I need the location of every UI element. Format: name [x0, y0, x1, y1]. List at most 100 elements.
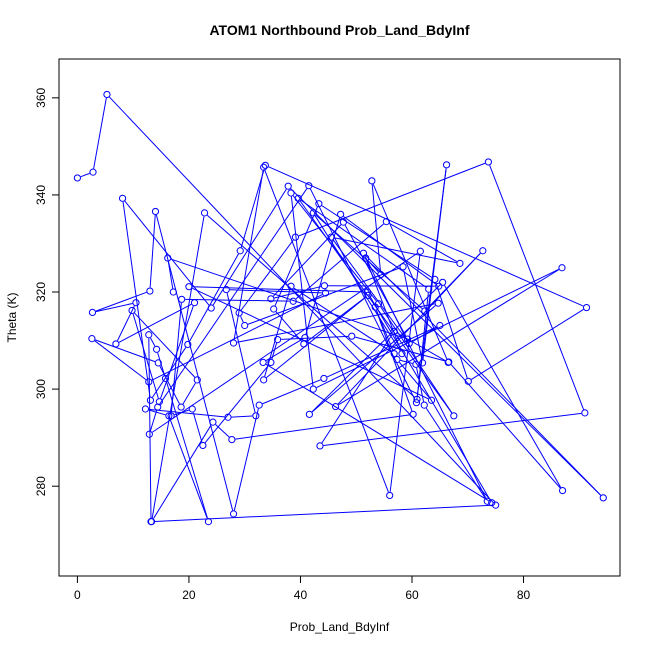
- x-axis-label: Prob_Land_BdyInf: [290, 620, 390, 634]
- series-line-segment: [471, 309, 584, 380]
- data-point: [305, 182, 313, 190]
- data-point: [320, 374, 328, 383]
- series-line-segment: [425, 407, 486, 499]
- data-point: [228, 435, 236, 444]
- data-point: [368, 177, 376, 185]
- series-line-segment: [314, 215, 401, 351]
- chart-title: ATOM1 Northbound Prob_Land_BdyInf: [209, 22, 469, 38]
- data-point: [321, 289, 330, 297]
- series-line-segment: [264, 170, 389, 493]
- data-point: [178, 295, 186, 303]
- data-point: [301, 334, 309, 342]
- series-line-segment: [240, 315, 244, 323]
- data-point: [398, 350, 406, 358]
- data-point: [305, 410, 313, 418]
- series-line-segment: [148, 338, 152, 519]
- data-point: [161, 374, 170, 383]
- data-point: [154, 403, 162, 411]
- series-line-segment: [371, 184, 381, 272]
- series-line-segment: [149, 214, 156, 288]
- series-line-segment: [170, 258, 405, 339]
- data-point: [483, 497, 491, 505]
- series-line-segment: [191, 287, 429, 400]
- data-point: [145, 331, 153, 339]
- series-line-segment: [338, 269, 560, 406]
- series-line-segment: [148, 409, 166, 416]
- data-point: [413, 395, 421, 403]
- series-line-segment: [450, 364, 561, 489]
- data-point: [377, 270, 385, 279]
- data-point: [229, 510, 238, 518]
- series-line-segment: [334, 237, 457, 264]
- data-point: [165, 412, 173, 420]
- data-point: [439, 278, 447, 286]
- data-point: [274, 335, 282, 344]
- data-point: [425, 285, 433, 293]
- y-axis: 280 300 320 340 360: [34, 88, 60, 496]
- series-line-segment: [185, 298, 290, 302]
- series-line-segment: [192, 286, 364, 293]
- series-line-segment: [403, 270, 423, 360]
- data-point: [199, 441, 207, 450]
- data-point: [315, 200, 323, 208]
- data-point: [403, 335, 412, 343]
- data-point: [339, 218, 348, 226]
- data-point: [88, 308, 97, 317]
- data-point: [229, 339, 238, 347]
- x-tick-label: 0: [74, 588, 81, 602]
- series-line-segment: [233, 408, 259, 511]
- data-point: [73, 174, 82, 182]
- data-point: [88, 335, 96, 343]
- data-point: [456, 259, 464, 267]
- series-line-segment: [167, 261, 174, 289]
- data-point: [371, 303, 379, 311]
- data-point: [151, 207, 160, 216]
- series-line-segment: [300, 199, 427, 288]
- data-point: [145, 378, 153, 386]
- plot-layer: [73, 90, 607, 526]
- data-point: [209, 418, 217, 426]
- series-line-segment: [281, 335, 349, 340]
- data-point: [316, 442, 324, 450]
- data-point: [177, 403, 185, 411]
- series-line-segment: [265, 339, 303, 362]
- data-point: [112, 340, 120, 348]
- series-line-segment: [235, 414, 410, 440]
- data-point: [320, 282, 329, 290]
- series-line-segment: [298, 162, 486, 237]
- series-line-segment: [149, 410, 158, 431]
- series-line-segment: [489, 165, 585, 410]
- data-point: [200, 209, 209, 217]
- series-line-segment: [233, 170, 264, 340]
- data-point: [464, 377, 472, 385]
- data-point: [492, 501, 500, 509]
- data-point: [154, 359, 162, 367]
- series-line-segment: [192, 412, 203, 443]
- data-point: [146, 287, 154, 295]
- data-point: [331, 402, 340, 411]
- data-point: [267, 295, 275, 303]
- series-line-segment: [293, 287, 392, 353]
- series-line-segment: [152, 347, 187, 398]
- data-point: [359, 249, 368, 257]
- data-point: [405, 339, 413, 348]
- data-point: [435, 282, 443, 290]
- data-point: [442, 161, 451, 169]
- series-line-segment: [226, 292, 256, 413]
- data-point: [364, 291, 372, 300]
- series-line-segment: [152, 252, 418, 433]
- data-point: [434, 299, 442, 307]
- series-line-segment: [295, 223, 384, 300]
- data-point: [348, 332, 356, 340]
- series-line-segment: [215, 424, 230, 438]
- y-tick-label: 320: [34, 282, 48, 302]
- series-line-segment: [117, 305, 135, 341]
- y-tick-label: 280: [34, 476, 48, 496]
- y-tick-label: 360: [34, 88, 48, 108]
- x-tick-label: 20: [182, 588, 196, 602]
- data-point: [390, 350, 398, 358]
- series-line-segment: [306, 297, 366, 343]
- series-line-segment: [151, 294, 323, 381]
- series-line-segment: [169, 418, 208, 519]
- series-line-segment: [323, 412, 582, 446]
